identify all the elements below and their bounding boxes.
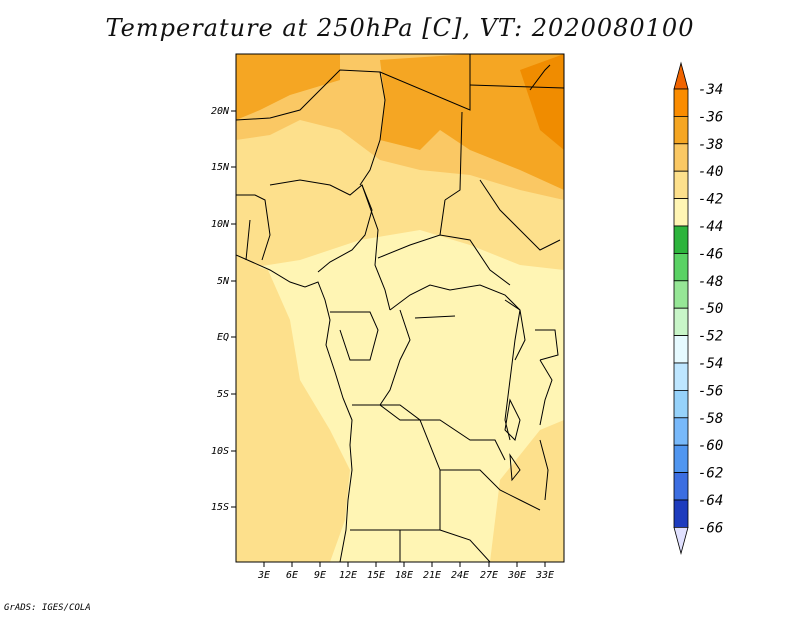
colorbar-label: -40	[698, 164, 723, 180]
colorbar-swatch	[673, 198, 689, 227]
colorbar-label: -50	[698, 301, 723, 317]
x-tick-label: 30E	[507, 570, 526, 581]
colorbar-swatch	[673, 143, 689, 172]
x-tick-label: 6E	[286, 570, 298, 581]
colorbar-swatch	[673, 335, 689, 364]
y-axis: 20N 15N 10N 5N EQ 5S 10S 15S	[211, 106, 236, 513]
colorbar-swatch	[673, 280, 689, 309]
temperature-field	[236, 54, 564, 562]
y-tick-label: EQ	[217, 332, 229, 343]
x-tick-label: 9E	[314, 570, 326, 581]
colorbar-label: -56	[698, 383, 723, 399]
x-tick-label: 21E	[423, 570, 441, 581]
colorbar-swatch	[673, 116, 689, 145]
colorbar-label: -34	[698, 82, 723, 98]
colorbar-label: -60	[698, 438, 723, 454]
colorbar-label: -38	[698, 137, 723, 153]
country-borders	[236, 54, 564, 562]
x-tick-label: 12E	[339, 570, 357, 581]
x-tick-label: 18E	[395, 570, 413, 581]
colorbar-swatch	[673, 417, 689, 446]
colorbar-swatch	[673, 307, 689, 337]
y-tick-label: 5N	[217, 276, 230, 287]
colorbar-label: -58	[698, 411, 723, 427]
x-tick-label: 33E	[535, 570, 554, 581]
colorbar-label: -52	[698, 329, 723, 345]
colorbar-label: -64	[698, 493, 723, 509]
colorbar-swatch	[673, 389, 689, 419]
colorbar-swatch	[673, 444, 689, 474]
x-tick-label: 3E	[257, 570, 270, 581]
colorbar-label: -54	[698, 356, 723, 372]
y-tick-label: 15N	[211, 162, 230, 173]
colorbar-swatch	[673, 225, 689, 254]
map-title: Temperature at 250hPa [C], VT: 202008010…	[105, 14, 695, 42]
x-tick-label: 27E	[480, 570, 498, 581]
x-tick-label: 15E	[367, 570, 385, 581]
colorbar: -34 -36 -38 -40 -42 -44 -46 -48 -50 -52 -54 -56 -58 -…	[673, 61, 723, 555]
x-axis: 3E 6E 9E 12E 15E 18E 21E 24E 27E 30E 33E	[257, 562, 554, 581]
colorbar-label: -48	[698, 274, 723, 290]
colorbar-swatch	[673, 362, 689, 391]
x-tick-label: 24E	[451, 570, 469, 581]
colorbar-bottom-arrow	[673, 527, 689, 555]
colorbar-swatch	[673, 499, 689, 528]
y-tick-label: 10S	[211, 446, 229, 457]
colorbar-swatch	[673, 88, 689, 117]
colorbar-swatch	[673, 170, 689, 199]
y-tick-label: 10N	[211, 219, 230, 230]
colorbar-label: -66	[698, 520, 723, 536]
colorbar-swatch	[673, 472, 689, 501]
y-tick-label: 15S	[211, 502, 229, 513]
colorbar-swatch	[673, 252, 689, 282]
colorbar-label: -42	[698, 192, 723, 208]
map-frame	[235, 53, 565, 563]
colorbar-label: -46	[698, 246, 723, 262]
y-tick-label: 20N	[211, 106, 230, 117]
colorbar-label: -62	[698, 466, 723, 482]
y-tick-label: 5S	[217, 389, 229, 400]
colorbar-label: -36	[698, 109, 723, 125]
colorbar-label: -44	[698, 219, 723, 235]
grads-credit: GrADS: IGES/COLA	[4, 603, 91, 613]
colorbar-top-arrow	[673, 61, 689, 90]
